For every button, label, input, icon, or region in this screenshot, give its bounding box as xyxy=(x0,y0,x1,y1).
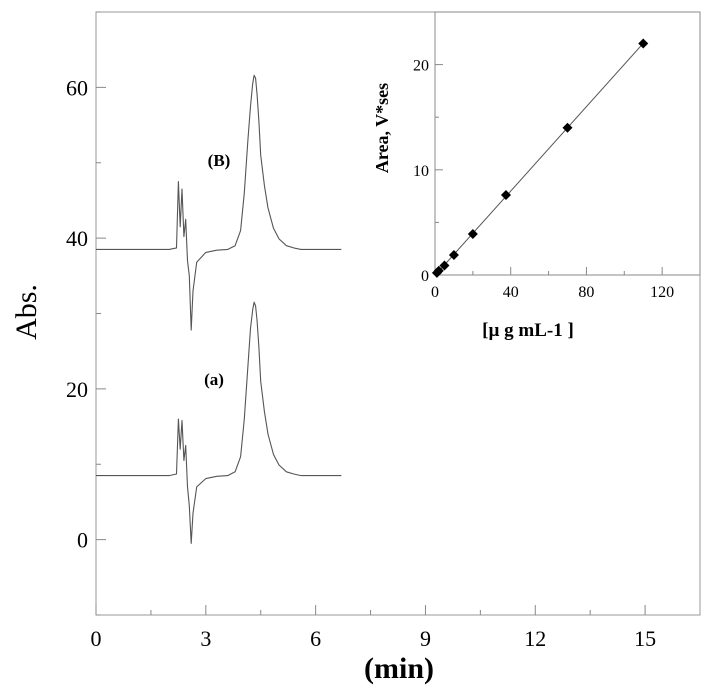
main-x-tick-label: 6 xyxy=(310,626,321,651)
inset-x-axis-label: [µ g mL-1 ] xyxy=(482,320,574,341)
main-x-axis-label: (min) xyxy=(364,652,434,685)
main-x-tick-label: 0 xyxy=(91,626,102,651)
main-x-tick-label: 15 xyxy=(634,626,656,651)
calibration-point xyxy=(448,250,459,261)
inset-x-tick-label: 120 xyxy=(650,284,674,301)
trace-B xyxy=(96,74,342,331)
inset-x-tick-label: 80 xyxy=(578,284,594,301)
calibration-point xyxy=(439,260,450,271)
calibration-point xyxy=(433,265,444,276)
inset-x-tick-label: 40 xyxy=(503,284,519,301)
calibration-point xyxy=(562,122,573,133)
main-y-tick-label: 0 xyxy=(77,528,88,553)
main-x-tick-label: 3 xyxy=(200,626,211,651)
inset-y-tick-label: 10 xyxy=(413,163,429,180)
main-axis-ticks: 0 3 6 9 12 15 0 20 40 60 xyxy=(66,11,656,651)
calibration-point xyxy=(467,228,478,239)
calibration-point xyxy=(500,190,511,201)
main-y-axis-label: Abs. xyxy=(10,284,43,340)
series-label-B: (B) xyxy=(208,151,231,170)
calibration-point xyxy=(638,38,649,49)
main-y-tick-label: 20 xyxy=(66,377,88,402)
calibration-points xyxy=(431,38,649,278)
main-y-tick-label: 60 xyxy=(66,75,88,100)
inset-y-tick-label: 0 xyxy=(421,268,429,285)
trace-a xyxy=(96,301,342,544)
main-y-tick-label: 40 xyxy=(66,226,88,251)
main-x-tick-label: 9 xyxy=(420,626,431,651)
inset-y-tick-label: 20 xyxy=(413,58,429,75)
inset-plot-frame xyxy=(434,11,701,276)
chromatogram-traces xyxy=(96,74,342,544)
main-x-tick-label: 12 xyxy=(524,626,546,651)
inset-plot-border xyxy=(434,11,701,276)
inset-y-axis-label: Area, V*ses xyxy=(372,83,392,173)
inset-x-tick-label: 0 xyxy=(431,284,439,301)
series-label-a: (a) xyxy=(204,370,224,389)
